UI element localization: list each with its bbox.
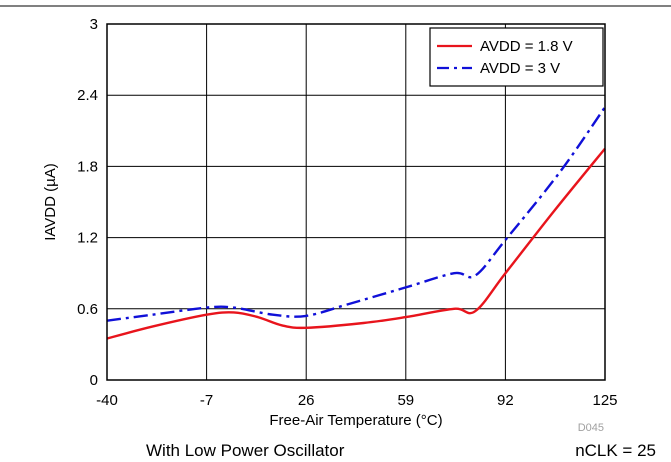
caption-left: With Low Power Oscillator <box>146 441 345 460</box>
series-line-avdd-3-v <box>106 106 606 322</box>
x-axis: -40 -7 26 59 92 125 <box>96 392 617 409</box>
x-tick-label: 125 <box>592 392 617 409</box>
x-tick-label: 92 <box>497 392 514 409</box>
y-tick-label: 0 <box>90 372 98 389</box>
y-tick-label: 3 <box>90 16 98 33</box>
series-line-avdd-1-8-v <box>106 147 606 340</box>
legend: AVDD = 1.8 V AVDD = 3 V <box>429 27 604 87</box>
plot-frame <box>106 23 606 381</box>
legend-label-avdd-3v: AVDD = 3 V <box>480 60 560 77</box>
legend-label-avdd-1-8v: AVDD = 1.8 V <box>480 38 573 55</box>
x-tick-label: -7 <box>200 392 213 409</box>
x-tick-label: 59 <box>397 392 414 409</box>
y-tick-label: 1.2 <box>77 230 98 247</box>
y-axis-label: IAVDD (µA) <box>42 163 59 241</box>
figure-id-watermark: D045 <box>578 422 604 434</box>
y-tick-label: 2.4 <box>77 87 98 104</box>
y-tick-label: 0.6 <box>77 301 98 318</box>
y-axis: 0 0.6 1.2 1.8 2.4 3 <box>77 16 98 389</box>
y-tick-label: 1.8 <box>77 158 98 175</box>
plot-area <box>106 106 606 340</box>
caption-right: nCLK = 25 <box>575 441 656 460</box>
x-tick-label: 26 <box>298 392 315 409</box>
x-axis-label: Free-Air Temperature (°C) <box>269 412 442 429</box>
x-tick-label: -40 <box>96 392 118 409</box>
legend-box <box>429 27 604 87</box>
